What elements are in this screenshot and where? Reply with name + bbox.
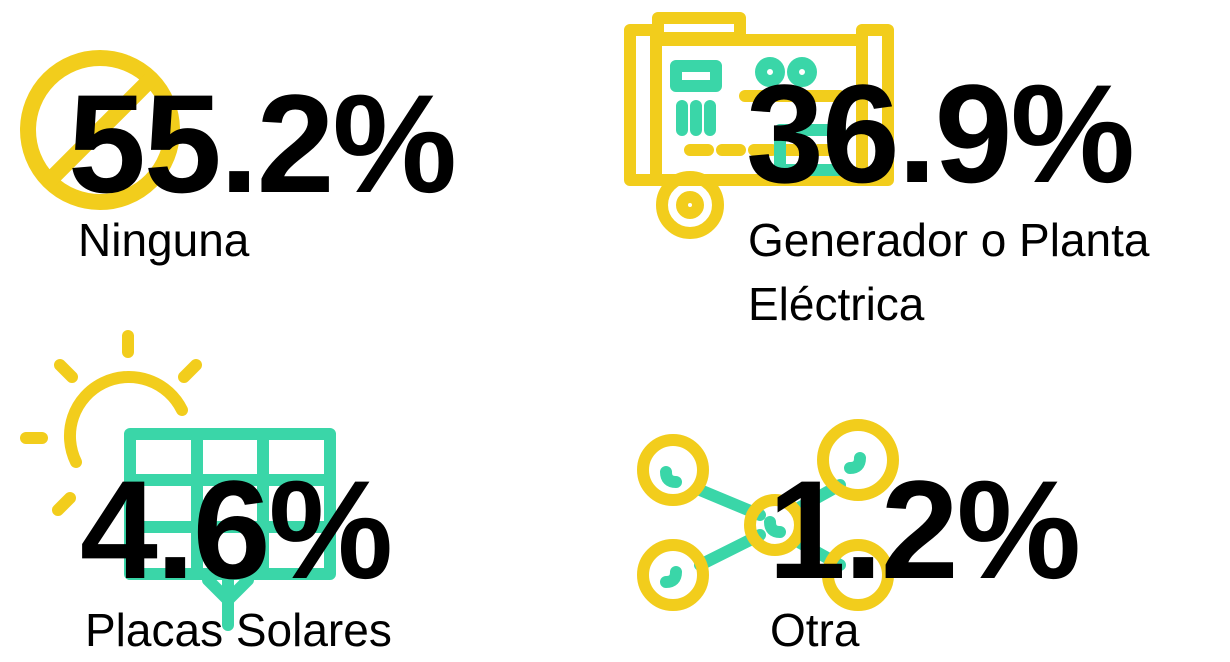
generator-icon [624, 12, 894, 239]
none-icon [20, 50, 180, 210]
solar-icon [20, 330, 336, 631]
stat-label: Generador o Planta Eléctrica [748, 214, 1150, 330]
stat-label: Otra [770, 604, 860, 656]
stat-value: 1.2% [768, 451, 1081, 608]
stat-label: Placas Solares [85, 604, 392, 656]
network-icon [637, 419, 899, 611]
stat-value: 36.9% [746, 55, 1135, 212]
stat-label: Ninguna [78, 214, 250, 266]
stat-value: 4.6% [80, 451, 393, 608]
stat-value: 55.2% [68, 65, 457, 222]
